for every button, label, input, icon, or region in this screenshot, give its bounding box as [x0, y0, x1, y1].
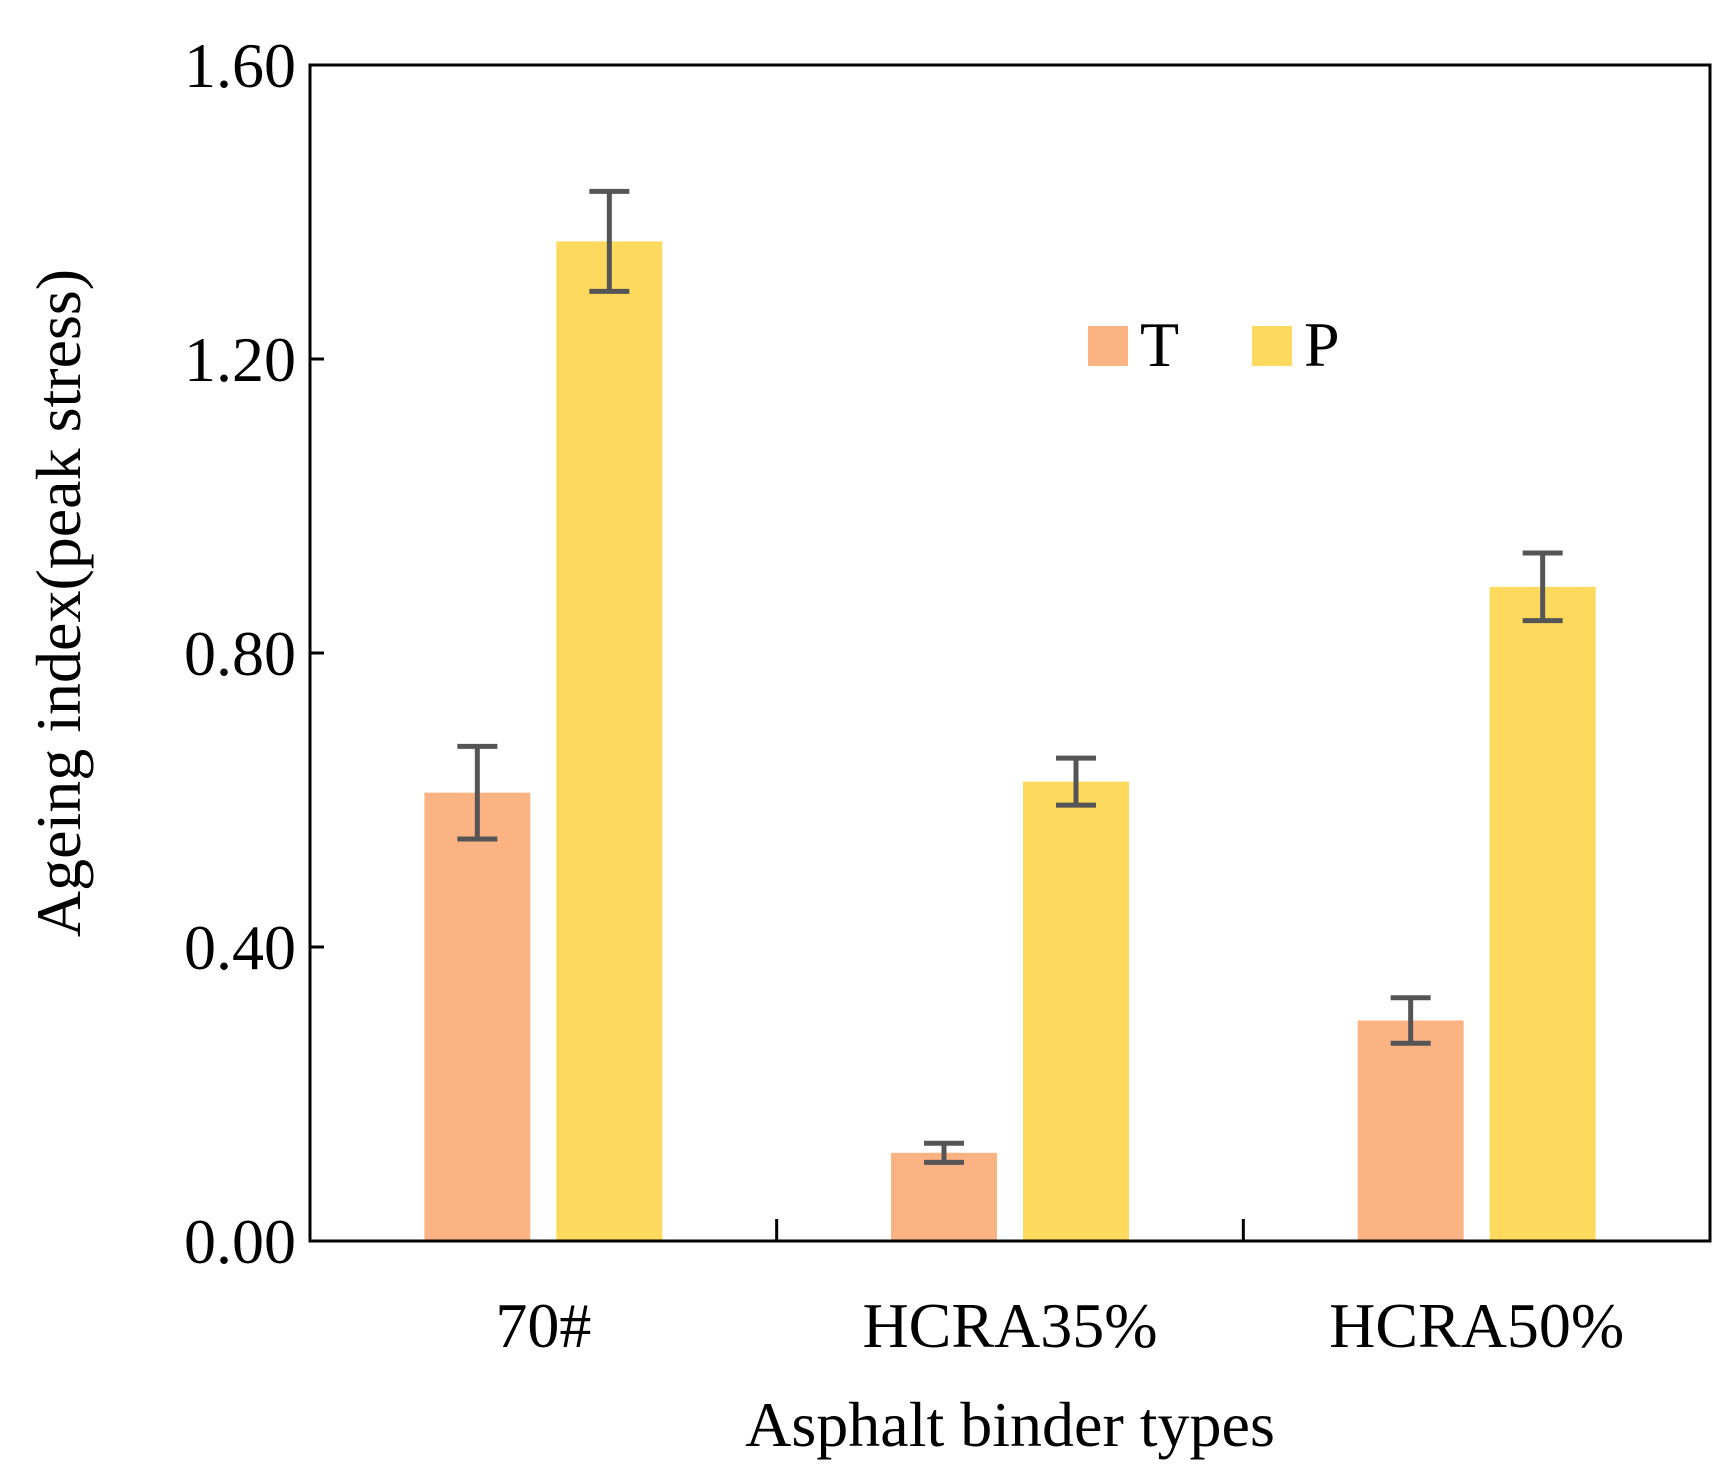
y-tick-label: 1.20	[184, 324, 296, 395]
error-bar-t-1	[924, 1140, 964, 1165]
bar-p-1	[1023, 781, 1129, 1241]
legend-label-t: T	[1140, 309, 1179, 380]
x-category-label: 70#	[495, 1290, 591, 1361]
x-category-labels: 70# HCRA35% HCRA50%	[495, 1290, 1624, 1361]
bars-layer	[424, 241, 1596, 1241]
bar-t-1	[891, 1152, 997, 1241]
error-bar-p-2	[1522, 550, 1563, 624]
y-tick-label: 0.40	[184, 912, 296, 983]
error-bar-t-2	[1390, 995, 1431, 1046]
bar-t-2	[1357, 1020, 1464, 1241]
error-bar-p-0	[589, 188, 630, 294]
bar-p-2	[1489, 586, 1596, 1241]
y-tick-label: 0.00	[184, 1206, 296, 1277]
bar-p-0	[556, 241, 663, 1241]
bar-t-0	[424, 792, 531, 1241]
x-category-label: HCRA35%	[862, 1290, 1157, 1361]
error-bar-t-0	[457, 743, 498, 842]
y-axis-title: Ageing index(peak stress)	[23, 269, 94, 937]
legend-swatch-p	[1252, 326, 1292, 366]
legend-label-p: P	[1304, 309, 1340, 380]
legend-swatch-t	[1088, 326, 1128, 366]
error-bars-layer	[457, 188, 1563, 1165]
x-axis-title: Asphalt binder types	[745, 1389, 1275, 1460]
y-axis-ticks: 0.00 0.40 0.80 1.20 1.60	[184, 30, 324, 1277]
error-bar-p-1	[1056, 755, 1096, 808]
x-category-label: HCRA50%	[1329, 1290, 1624, 1361]
y-tick-label: 1.60	[184, 30, 296, 101]
x-tick-marks	[775, 1219, 1245, 1241]
y-tick-label: 0.80	[184, 618, 296, 689]
